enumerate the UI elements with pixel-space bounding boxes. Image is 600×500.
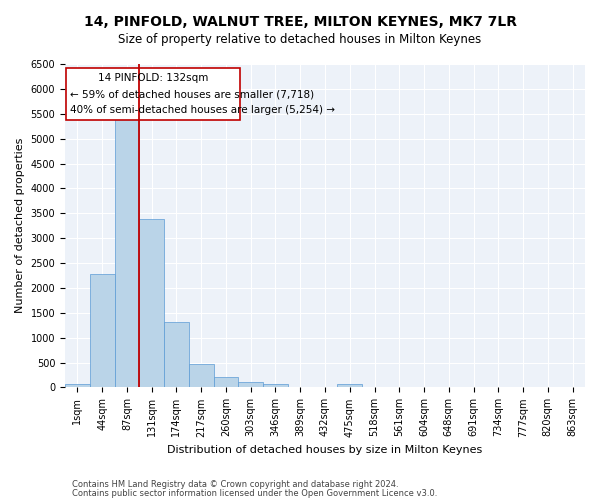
Bar [337,384,362,388]
X-axis label: Distribution of detached houses by size in Milton Keynes: Distribution of detached houses by size … [167,445,482,455]
Text: 40% of semi-detached houses are larger (5,254) →: 40% of semi-detached houses are larger (… [70,105,335,115]
Bar [214,376,238,388]
Text: Size of property relative to detached houses in Milton Keynes: Size of property relative to detached ho… [118,32,482,46]
Text: 14 PINFOLD: 132sqm: 14 PINFOLD: 132sqm [98,74,208,84]
Bar [65,384,90,388]
Bar [139,220,164,388]
Y-axis label: Number of detached properties: Number of detached properties [15,138,25,314]
Text: ← 59% of detached houses are smaller (7,718): ← 59% of detached houses are smaller (7,… [70,89,314,99]
Bar [238,382,263,388]
Bar [263,384,288,388]
Bar [115,118,139,388]
Bar [164,322,189,388]
Text: 14, PINFOLD, WALNUT TREE, MILTON KEYNES, MK7 7LR: 14, PINFOLD, WALNUT TREE, MILTON KEYNES,… [83,15,517,29]
Bar [90,274,115,388]
Text: Contains public sector information licensed under the Open Government Licence v3: Contains public sector information licen… [72,488,437,498]
Bar [66,68,239,120]
Text: Contains HM Land Registry data © Crown copyright and database right 2024.: Contains HM Land Registry data © Crown c… [72,480,398,489]
Bar [189,364,214,388]
